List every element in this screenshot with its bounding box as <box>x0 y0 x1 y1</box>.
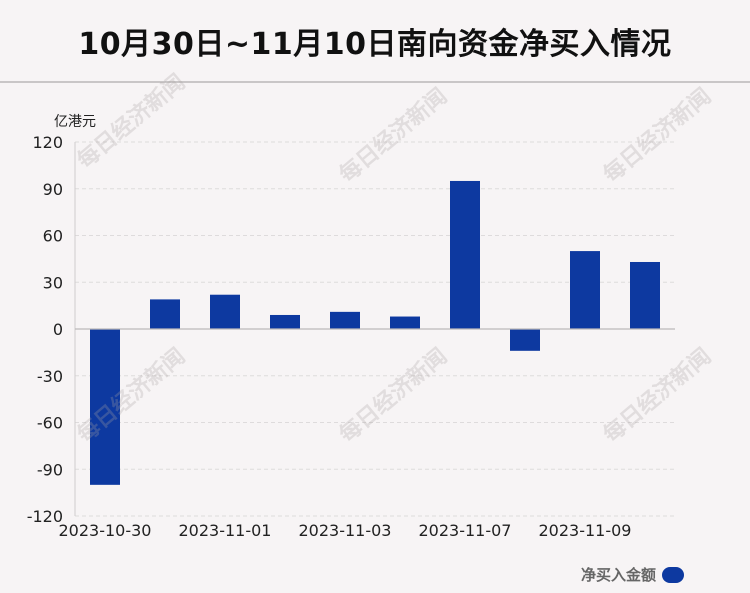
bar-2023-11-09[interactable] <box>570 251 600 329</box>
bar-2023-11-07[interactable] <box>450 180 480 329</box>
y-axis-ticks: 120 90 60 30 0 -30 -60 -90 -120 <box>27 133 63 526</box>
y-tick-label: -60 <box>37 414 63 433</box>
legend-swatch-icon <box>662 566 684 583</box>
legend-label: 净买入金额 <box>580 566 656 584</box>
bar-2023-11-10[interactable] <box>630 261 660 329</box>
x-tick-label: 2023-11-09 <box>539 521 632 540</box>
bar-2023-10-31[interactable] <box>150 299 180 329</box>
bar-2023-10-30[interactable] <box>90 329 120 485</box>
chart-header: 10月30日~11月10日南向资金净买入情况 <box>0 0 750 83</box>
grid-lines <box>75 141 675 517</box>
y-tick-label: -30 <box>37 367 63 386</box>
x-tick-label: 2023-11-03 <box>299 521 392 540</box>
x-axis-ticks: 2023-10-30 2023-11-01 2023-11-03 2023-11-07… <box>59 521 632 540</box>
bar-2023-11-06[interactable] <box>390 316 420 329</box>
legend[interactable]: 净买入金额 <box>581 564 684 585</box>
y-tick-label: 60 <box>43 227 63 246</box>
bar-2023-11-02[interactable] <box>270 314 300 329</box>
y-axis-unit-label: 亿港元 <box>54 114 96 130</box>
y-tick-label: 30 <box>43 273 63 292</box>
bars <box>90 180 660 485</box>
x-tick-label: 2023-11-01 <box>179 521 272 540</box>
y-tick-label: -90 <box>37 460 63 479</box>
y-tick-label: 0 <box>53 320 63 339</box>
chart-title: 10月30日~11月10日南向资金净买入情况 <box>78 26 672 62</box>
bar-2023-11-03[interactable] <box>330 311 360 329</box>
y-tick-label: 120 <box>32 133 63 152</box>
x-tick-label: 2023-11-07 <box>419 521 512 540</box>
bar-2023-11-08[interactable] <box>510 329 540 351</box>
y-tick-label: -120 <box>27 507 63 526</box>
axes <box>74 142 675 516</box>
x-tick-label: 2023-10-30 <box>59 521 152 540</box>
y-tick-label: 90 <box>43 180 63 199</box>
bar-2023-11-01[interactable] <box>210 294 240 329</box>
